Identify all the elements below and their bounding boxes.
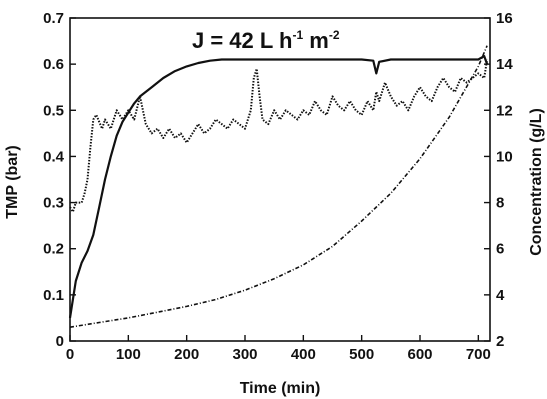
series-line-solid — [68, 54, 489, 319]
y-axis-label-right: Concentration (g/L) — [528, 108, 545, 256]
y-right-tick-label: 10 — [496, 148, 513, 165]
y-right-tick-label: 16 — [496, 10, 513, 27]
y-right-tick-label: 12 — [496, 102, 513, 119]
series-line-dotted — [69, 59, 489, 213]
x-tick-label: 400 — [291, 346, 316, 363]
x-tick-label: 0 — [66, 346, 74, 363]
x-tick-label: 600 — [407, 346, 432, 363]
y-right-tick-label: 14 — [496, 56, 513, 73]
chart-annotation: J = 42 L h-1 m-2 — [192, 28, 340, 53]
y-left-tick-label: 0.1 — [43, 287, 64, 304]
y-left-tick-label: 0.5 — [43, 102, 64, 119]
y-left-tick-label: 0 — [56, 333, 64, 350]
x-tick-label: 200 — [174, 346, 199, 363]
y-left-tick-label: 0.7 — [43, 10, 64, 27]
x-tick-label: 300 — [232, 346, 257, 363]
x-axis-label: Time (min) — [240, 380, 321, 397]
y-left-tick-label: 0.2 — [43, 241, 64, 258]
y-right-tick-label: 6 — [496, 241, 504, 258]
y-left-tick-label: 0.4 — [43, 148, 65, 165]
ticks: 0 100 200 300 400 500 600 700 0 0.1 0.2 0.3 0.4 0.5 0.… — [43, 10, 513, 363]
x-tick-label: 700 — [466, 346, 491, 363]
series-group — [68, 45, 489, 328]
y-right-tick-label: 8 — [496, 195, 504, 212]
y-right-tick-label: 4 — [496, 287, 505, 304]
y-right-tick-label: 2 — [496, 333, 504, 350]
y-left-tick-label: 0.6 — [43, 56, 64, 73]
y-axis-label-left: TMP (bar) — [4, 145, 21, 218]
series-line-dashdot — [69, 45, 488, 328]
y-left-tick-label: 0.3 — [43, 195, 64, 212]
plot-frame — [69, 17, 491, 342]
x-tick-label: 500 — [349, 346, 374, 363]
x-tick-label: 100 — [116, 346, 141, 363]
